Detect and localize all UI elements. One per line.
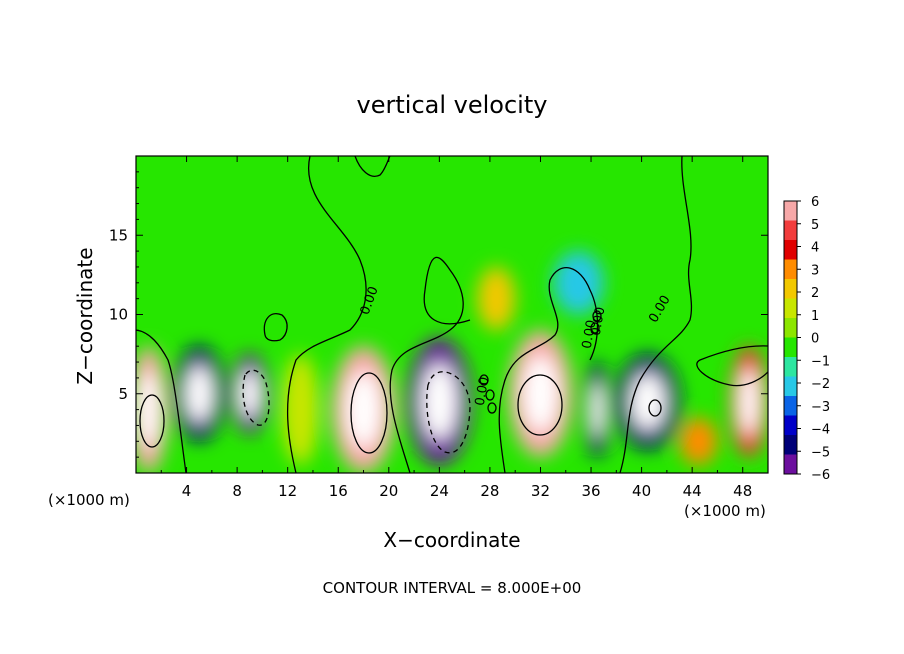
- zero-contour-6: [354, 156, 391, 177]
- colorbar-band: [784, 259, 797, 280]
- plot-area: [136, 156, 768, 473]
- colorbar-band: [784, 201, 797, 221]
- x-tick-label: 16: [329, 482, 348, 500]
- colorbar-band: [784, 396, 797, 416]
- colorbar-label: −4: [811, 423, 830, 438]
- colorbar-label: 1: [811, 309, 819, 324]
- field-cell-core: [138, 371, 160, 448]
- x-axis-label: X−coordinate: [383, 528, 520, 552]
- colorbar-band: [784, 220, 797, 241]
- y-tick-label: 15: [109, 226, 128, 244]
- field-cell-core: [523, 355, 558, 432]
- inner-contour-3: [517, 374, 563, 436]
- y-tick-label: 5: [118, 385, 128, 403]
- field-cell: [553, 251, 604, 315]
- colorbar-band: [784, 357, 797, 377]
- contour-interval-note: CONTOUR INTERVAL = 8.000E+00: [323, 579, 582, 597]
- x-tick-label: 4: [182, 482, 192, 500]
- colorbar-label: −1: [811, 354, 830, 369]
- x-tick-label: 24: [430, 482, 449, 500]
- colorbar-label: 2: [811, 286, 819, 301]
- x-unit-right: (×1000 m): [684, 502, 766, 520]
- x-tick-label: 12: [278, 482, 297, 500]
- field-cell-core: [630, 373, 666, 431]
- field-cell-core: [239, 369, 261, 418]
- colorbar-band: [784, 240, 797, 260]
- y-axis-label: Z−coordinate: [73, 247, 97, 384]
- contour-label: 0.00: [580, 319, 600, 350]
- colorbar: 6 5 4 3 2 1 0 −1 −2 −3 −4 −5 −6: [783, 195, 830, 483]
- small-contour-5: [590, 322, 600, 334]
- colorbar-band: [784, 337, 797, 358]
- small-contour-3: [487, 402, 497, 414]
- colorbar-band: [784, 318, 797, 338]
- inner-contour-2: [350, 372, 388, 454]
- zero-contour-4: [498, 267, 599, 473]
- field-cell: [679, 417, 718, 466]
- zero-contour-8: [696, 345, 768, 387]
- x-tick-label: 32: [531, 482, 550, 500]
- contour-label: 0.00: [473, 376, 493, 407]
- colorbar-label: 4: [811, 241, 819, 256]
- field-cell-core: [590, 381, 605, 439]
- colorbar-label: −5: [811, 445, 830, 460]
- small-contour-6: [648, 399, 662, 417]
- colorbar-label: −3: [811, 400, 830, 415]
- zero-contour-1: [136, 329, 187, 473]
- colorbar-label: 0: [811, 332, 819, 347]
- colorbar-band: [784, 279, 797, 299]
- zero-contour-2: [286, 156, 367, 473]
- field-cell-core: [738, 368, 760, 435]
- field-cell: [477, 266, 516, 331]
- zero-contour-7: [263, 313, 288, 342]
- x-tick-label: 40: [632, 482, 651, 500]
- colorbar-band: [784, 454, 797, 475]
- small-contour-2: [485, 389, 495, 401]
- zero-contour-3: [389, 256, 471, 473]
- inner-contour-1: [139, 394, 165, 448]
- zero-contour-5: [619, 156, 693, 473]
- colorbar-band: [784, 376, 797, 397]
- negative-contour-1: [242, 369, 270, 426]
- x-tick-label: 8: [232, 482, 242, 500]
- colorbar-label: 5: [811, 218, 819, 233]
- colorbar-label: −2: [811, 377, 830, 392]
- colorbar-label: 6: [811, 195, 819, 210]
- x-tick-label: 48: [733, 482, 752, 500]
- colorbar-band: [784, 435, 797, 455]
- colorbar-label: 3: [811, 263, 819, 278]
- field-cell-core: [421, 363, 457, 440]
- contour-label: 0.00: [589, 306, 609, 337]
- colorbar-label: −6: [811, 468, 830, 483]
- chart-title: vertical velocity: [357, 91, 548, 119]
- x-tick-label: 20: [379, 482, 398, 500]
- colorbar-band: [784, 415, 797, 436]
- x-unit-left: (×1000 m): [48, 491, 130, 509]
- field-cell-core: [185, 365, 214, 423]
- y-tick-label: 10: [109, 306, 128, 324]
- x-tick-label: 28: [480, 482, 499, 500]
- colorbar-band: [784, 298, 797, 319]
- contour-lines: [136, 156, 768, 473]
- x-axis: 4 8 12 16 20 24 28 32 36 40 44 48: [160, 156, 752, 500]
- field-cell-core: [346, 371, 381, 448]
- y-axis: 5 10 15: [109, 171, 768, 458]
- x-tick-label: 44: [683, 482, 702, 500]
- x-tick-label: 36: [581, 482, 600, 500]
- small-contour-4: [592, 310, 602, 322]
- small-contour-1: [479, 374, 489, 386]
